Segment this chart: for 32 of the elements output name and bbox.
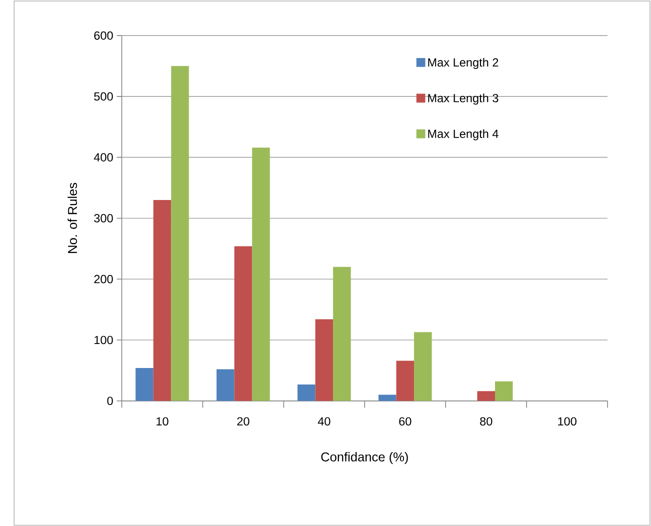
legend-label: Max Length 2 — [428, 58, 498, 69]
bar — [252, 147, 270, 401]
x-tick-label: 60 — [399, 417, 412, 426]
bar — [171, 66, 189, 401]
x-tick-label: 10 — [156, 417, 168, 426]
bar — [396, 360, 414, 401]
x-tick-label: 20 — [237, 417, 250, 426]
bar — [153, 200, 172, 401]
bar — [378, 394, 396, 401]
bar — [234, 246, 252, 401]
bar — [477, 391, 495, 401]
y-tick-label: 300 — [94, 214, 113, 222]
x-tick-label: 100 — [558, 417, 576, 426]
y-axis-title: No. of Rules — [68, 182, 78, 253]
x-axis-title: Confidance (%) — [321, 452, 408, 464]
y-tick-label: 600 — [94, 31, 113, 40]
bar — [136, 368, 154, 401]
x-tick-label: 80 — [480, 417, 492, 426]
x-tick-label: 40 — [318, 417, 330, 426]
y-tick-label: 500 — [94, 92, 113, 100]
y-tick-label: 400 — [94, 153, 113, 162]
bar — [333, 266, 351, 401]
y-tick-label: 200 — [94, 274, 113, 284]
legend-label: Max Length 3 — [428, 94, 498, 104]
y-tick-label: 100 — [94, 336, 113, 344]
bar — [315, 319, 334, 401]
bar — [216, 369, 234, 401]
legend-label: Max Length 4 — [428, 129, 498, 140]
bar — [414, 332, 432, 401]
bar — [298, 384, 316, 401]
bar — [494, 381, 513, 401]
y-tick-label: 0 — [107, 396, 113, 405]
